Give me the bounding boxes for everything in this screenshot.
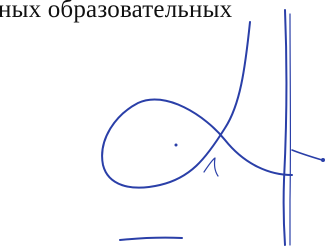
signature-tick <box>204 158 218 176</box>
signature-loop <box>102 22 292 188</box>
signature-dot <box>175 144 178 147</box>
signature-dot <box>321 158 325 162</box>
page: ных образовательных {"text": {"line": "н… <box>0 0 334 247</box>
signature-underline <box>120 238 182 240</box>
signature-dash <box>292 150 322 160</box>
signature <box>0 0 334 247</box>
signature-stroke <box>284 10 287 245</box>
